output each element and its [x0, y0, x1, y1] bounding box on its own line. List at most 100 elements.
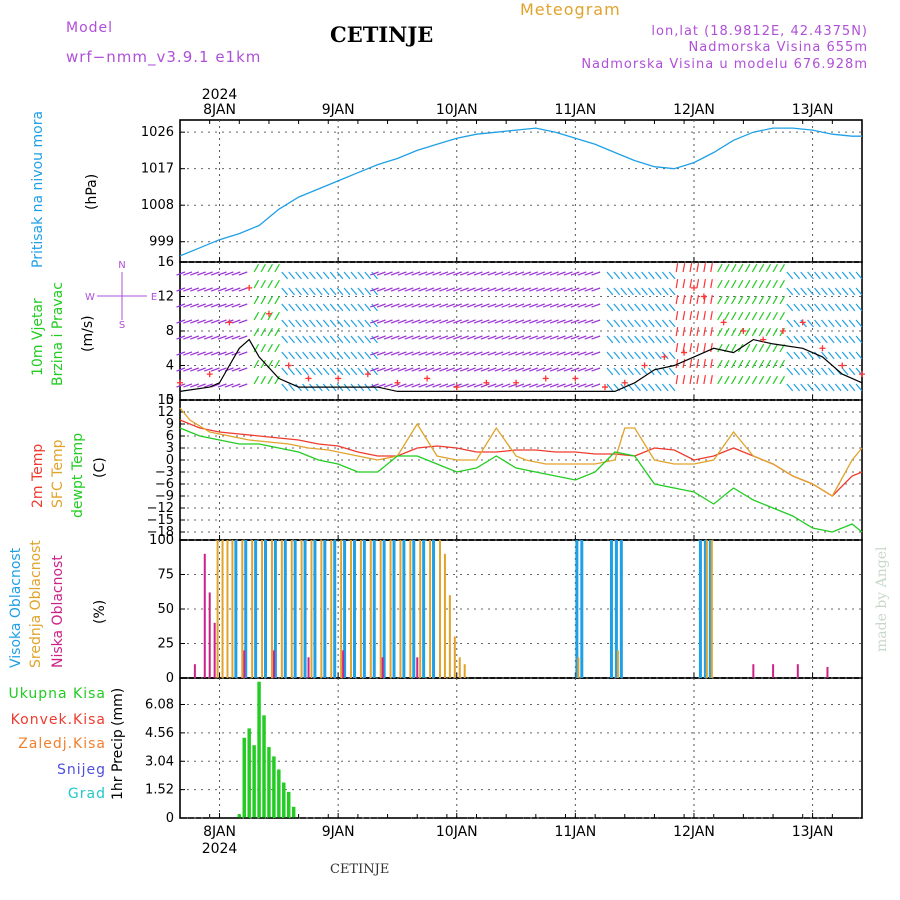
wind-barb [404, 271, 414, 276]
wind-barb [584, 271, 594, 276]
wind-barb [343, 287, 351, 296]
wind-barb [731, 311, 737, 321]
wind-barb [827, 383, 835, 392]
cloud-mid-bar [340, 540, 343, 678]
wind-barb [529, 271, 539, 276]
wind-barb [452, 351, 462, 356]
wind-barb [724, 375, 730, 385]
cloud-mid-bar [379, 540, 382, 678]
wind-barb [238, 303, 248, 308]
wind-barb [827, 367, 835, 376]
wind-barb [397, 271, 407, 276]
wind-barb [494, 383, 504, 388]
cloud-high-bar [264, 540, 268, 678]
wind-barb [439, 367, 449, 372]
wind-barb [295, 303, 302, 312]
wind-barb [855, 271, 863, 280]
wind-barb [425, 271, 435, 276]
lonlat-text: lon,lat (18.9812E, 42.4375N) [651, 24, 868, 39]
wind-barb [765, 279, 772, 289]
wind-barb [302, 303, 309, 312]
y-tick-label-temp: 3 [166, 441, 174, 456]
cloud-high-bar [392, 540, 396, 678]
wind-barb [315, 287, 323, 296]
wind-barb [668, 335, 676, 344]
wind-barb [556, 303, 566, 308]
wind-barb [425, 303, 435, 308]
wind-barb [744, 375, 751, 385]
wind-barb [390, 287, 400, 292]
panel-frame-temp [179, 399, 863, 541]
wind-barb [369, 367, 379, 372]
wind-barb [190, 351, 199, 356]
wind-barb [369, 271, 379, 276]
wind-barb [549, 367, 559, 372]
wind-barb [556, 367, 566, 372]
wind-barb [329, 303, 337, 312]
wind-barb [855, 351, 863, 360]
wind-barb [724, 311, 730, 321]
wind-barb [459, 335, 469, 340]
wind-barb [302, 319, 309, 328]
day-label-top: 8JAN [203, 102, 236, 118]
meteogram-title: Meteogram [520, 0, 621, 19]
wind-barb [487, 319, 497, 324]
wind-barb [508, 367, 518, 372]
wind-barb [390, 335, 400, 340]
wind-barb [807, 287, 814, 296]
wind-barb [364, 271, 372, 280]
wind-barb [744, 295, 751, 305]
wind-barb [487, 303, 497, 308]
gust-marker [621, 379, 628, 386]
cloud-mid-bar [448, 595, 451, 678]
wind-barb [480, 351, 490, 356]
wind-barb [641, 383, 648, 392]
wind-barb [397, 351, 407, 356]
wind-barb [260, 311, 267, 321]
wind-barb [176, 287, 186, 292]
cloud-high-bar [313, 540, 317, 678]
compass-south: S [119, 320, 125, 331]
wind-barb [689, 358, 693, 369]
wind-barb [731, 359, 737, 369]
wind-barb [267, 295, 274, 305]
wind-barb [710, 278, 713, 289]
wind-barb [231, 271, 241, 276]
y-tick-label-temp: −9 [155, 489, 174, 504]
cloud-high-bar [609, 540, 613, 678]
wind-barb [848, 367, 856, 376]
wind-barb [807, 303, 814, 312]
gust-marker [226, 319, 233, 326]
precip-bar [257, 681, 261, 818]
wind-barb [357, 335, 365, 344]
wind-barb [627, 271, 634, 280]
cloud-low-bar [416, 657, 419, 678]
wind-barb [827, 303, 835, 312]
y-tick-label-temp: −6 [155, 477, 174, 492]
wind-barb [238, 319, 248, 324]
precip-bar [237, 814, 242, 818]
wind-barb [689, 278, 693, 289]
day-label-bottom: 13JAN [792, 824, 834, 840]
wind-barb [855, 287, 863, 296]
cloud-high-bar [382, 540, 386, 678]
wind-barb [487, 287, 497, 292]
wind-barb [466, 287, 476, 292]
cloud-mid-bar [290, 540, 293, 678]
wind-barb [634, 319, 641, 328]
cloud-high-bar [234, 540, 238, 678]
cloud-high-bar [323, 540, 327, 678]
wind-barb [371, 303, 378, 312]
gust-marker [859, 371, 865, 378]
wind-barb [758, 279, 765, 289]
wind-barb [800, 271, 807, 280]
wind-barb [613, 303, 621, 312]
wind-barb [176, 335, 186, 340]
wind-barb [772, 311, 779, 321]
wind-barb [591, 303, 601, 308]
wind-barb [260, 263, 267, 273]
wind-barb [717, 295, 723, 305]
cloud-mid-bar [231, 540, 234, 678]
precip-bar [242, 737, 246, 818]
wind-barb [841, 271, 849, 280]
